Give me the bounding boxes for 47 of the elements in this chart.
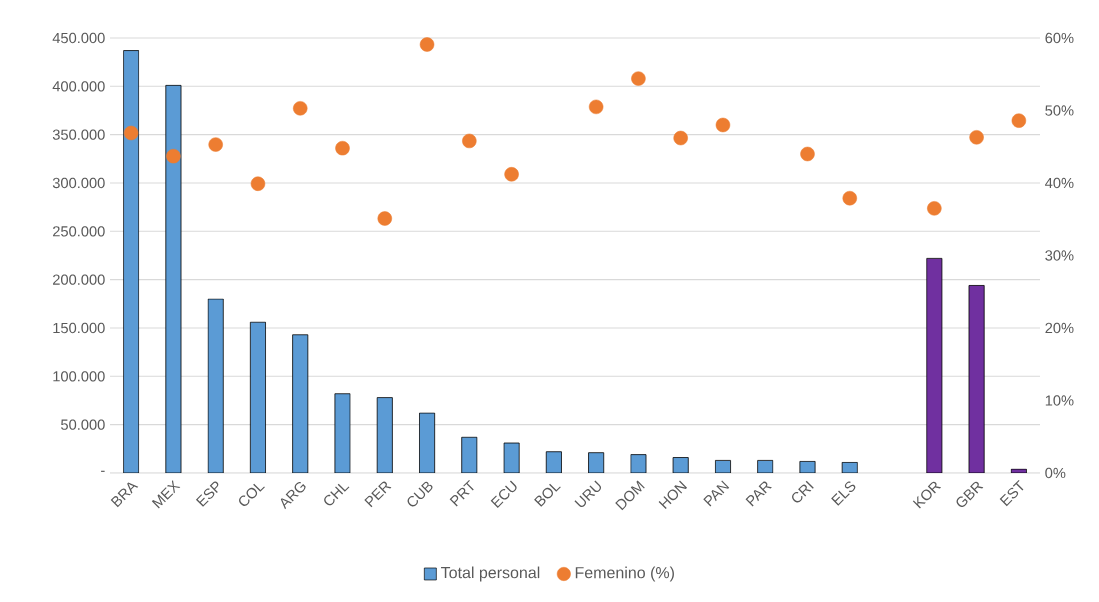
x-tick-label: COL: [239, 483, 265, 506]
y-tick-label: 100.000: [53, 371, 105, 382]
point: [631, 71, 646, 86]
bar: [799, 460, 816, 473]
bar: [672, 457, 689, 473]
point: [293, 101, 308, 116]
y2-tick-label: 10%: [1045, 395, 1074, 406]
x-tick-label: CHL: [324, 483, 350, 506]
y-tick-label: -: [101, 470, 105, 472]
legend-label: Total personal: [441, 566, 540, 582]
point: [927, 201, 942, 216]
y-tick-label: 150.000: [53, 322, 105, 334]
x-tick-label: CRI: [792, 480, 814, 503]
y-tick-label: 350.000: [52, 129, 105, 140]
point: [462, 133, 477, 149]
point: [166, 148, 181, 164]
y2-tick-label: 30%: [1045, 250, 1074, 261]
point: [419, 37, 435, 52]
point: [715, 117, 731, 133]
point: [123, 125, 139, 141]
y-tick-label: 250.000: [53, 226, 105, 237]
y-tick-label: 300.000: [52, 177, 105, 189]
legend-label: Femenino (%): [575, 566, 674, 582]
bar: [461, 436, 478, 473]
y2-tick-label: 20%: [1045, 322, 1074, 334]
bar: [123, 50, 140, 473]
point: [377, 211, 392, 226]
x-tick-label: BOL: [534, 483, 561, 507]
point: [673, 130, 688, 146]
point: [800, 146, 815, 162]
point: [208, 137, 223, 152]
point: [969, 130, 984, 145]
point: [335, 140, 350, 156]
y2-tick-label: 40%: [1045, 177, 1074, 189]
point: [588, 99, 604, 115]
point: [1011, 113, 1027, 128]
y-tick-label: 450.000: [52, 32, 105, 44]
y-tick-label: 50.000: [61, 419, 105, 430]
y2-tick-label: 50%: [1045, 105, 1074, 116]
y2-tick-label: 0%: [1045, 467, 1066, 479]
y2-tick-label: 60%: [1045, 32, 1074, 44]
bar: [165, 84, 182, 473]
y-tick-label: 200.000: [53, 274, 105, 285]
y-tick-label: 400.000: [52, 81, 105, 92]
point: [504, 167, 519, 182]
point: [842, 191, 857, 206]
point: [250, 176, 266, 191]
